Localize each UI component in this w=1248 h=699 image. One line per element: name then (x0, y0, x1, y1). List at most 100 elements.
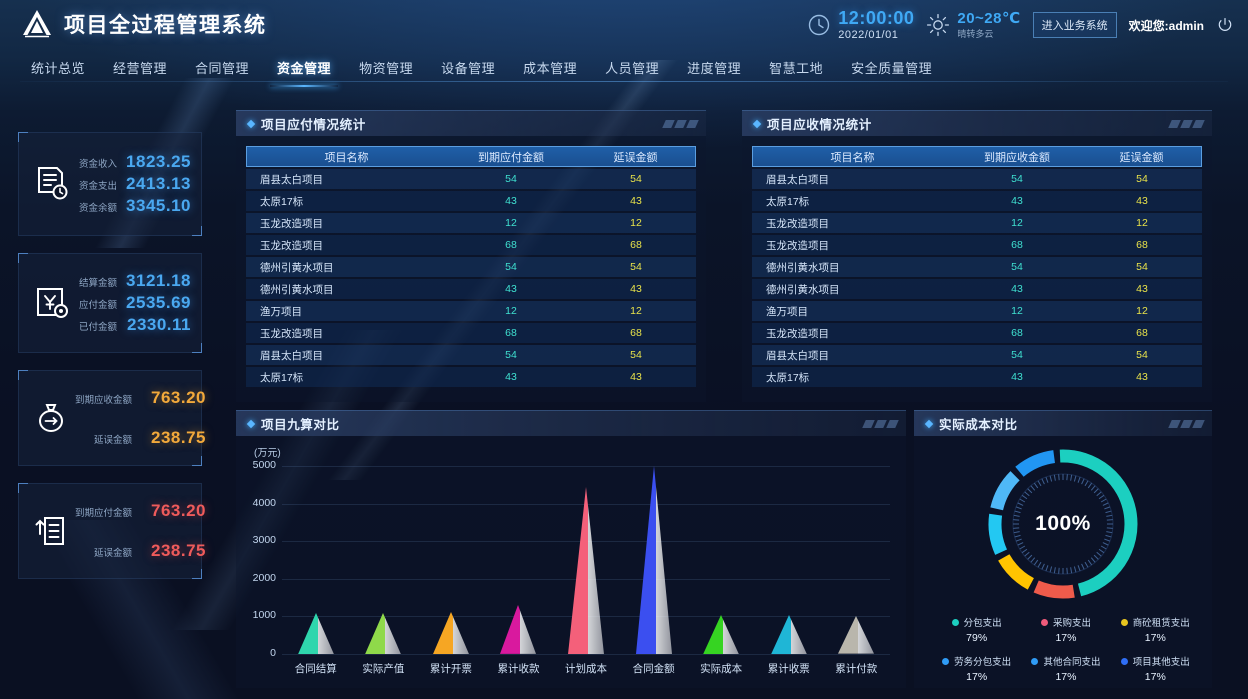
kpi-value: 763.20 (151, 501, 207, 520)
panel-title: 项目九算对比 (261, 418, 340, 432)
nav-item-jinduguanli[interactable]: 进度管理 (687, 60, 742, 76)
legend-item[interactable]: 劳务分包支出 17% (932, 654, 1021, 683)
legend-item[interactable]: 分包支出 79% (932, 615, 1021, 644)
cell-project-name: 玉龙改造项目 (246, 213, 446, 233)
donut-tick (1037, 479, 1042, 486)
bar-column[interactable] (417, 466, 485, 654)
table-row[interactable]: 德州引黄水项目 43 43 (752, 279, 1202, 299)
col-due-amount[interactable]: 到期应收金额 (952, 146, 1082, 167)
donut-segment[interactable] (990, 470, 1020, 511)
table-row[interactable]: 玉龙改造项目 68 68 (246, 235, 696, 255)
bar-column[interactable] (755, 466, 823, 654)
money-bag-icon (39, 404, 63, 432)
cell-late-amount: 12 (1082, 301, 1202, 321)
bar-column[interactable] (620, 466, 688, 654)
bar-chart[interactable]: (万元) 0 1000 2000 3000 4000 5000 合同结算 实际产值 累计开票 累… (236, 436, 906, 688)
nav-item-shebeiguanli[interactable]: 设备管理 (441, 60, 496, 76)
donut-chart[interactable]: 100% (914, 436, 1212, 611)
x-axis-label: 累计收票 (767, 663, 810, 675)
table-row[interactable]: 玉龙改造项目 12 12 (246, 213, 696, 233)
power-icon[interactable] (1216, 16, 1234, 34)
col-late-amount[interactable]: 延误金额 (576, 146, 696, 167)
nav-item-anquanzhiliang[interactable]: 安全质量管理 (851, 60, 933, 76)
table-row[interactable]: 德州引黄水项目 54 54 (246, 257, 696, 277)
col-due-amount[interactable]: 到期应付金额 (446, 146, 576, 167)
donut-tick (1073, 475, 1077, 482)
corner-stripes-decoration (1168, 420, 1205, 428)
nav-item-renyuanguanli[interactable]: 人员管理 (605, 60, 660, 76)
yuan-settings-icon (37, 288, 68, 318)
table-row[interactable]: 眉县太白项目 54 54 (752, 169, 1202, 189)
nav-item-jingyingguanli[interactable]: 经营管理 (113, 60, 168, 76)
col-late-amount[interactable]: 延误金额 (1082, 146, 1202, 167)
donut-segment[interactable] (1059, 449, 1138, 596)
cell-due-amount: 54 (446, 257, 576, 277)
col-project-name[interactable]: 项目名称 (752, 146, 952, 167)
table-row[interactable]: 渔万项目 12 12 (246, 301, 696, 321)
weather-description: 晴转多云 (957, 28, 994, 39)
cell-late-amount: 12 (1082, 213, 1202, 233)
receivable-table-body: 眉县太白项目 54 54 太原17标 43 43 玉龙改造项目 12 12 玉龙改造项目 68 68 德… (752, 169, 1202, 387)
nav-item-zijinguanli[interactable]: 资金管理 (264, 54, 344, 87)
kpi-label: 资金支出 (78, 181, 117, 192)
bar-column[interactable] (823, 466, 891, 654)
payable-table: 项目名称 到期应付金额 延误金额 眉县太白项目 54 54 太原17标 43 43 玉龙改造… (236, 136, 706, 389)
legend-item[interactable]: 项目其他支出 17% (1111, 654, 1200, 683)
enter-business-system-button[interactable]: 进入业务系统 (1032, 12, 1117, 39)
kpi-card-settlement[interactable]: 结算金额 3121.18 应付金额 2535.69 已付金额 2330.11 (18, 253, 202, 353)
legend-item[interactable]: 采购支出 17% (1021, 615, 1110, 644)
table-row[interactable]: 渔万项目 12 12 (752, 301, 1202, 321)
nav-item-chengbenguanli[interactable]: 成本管理 (523, 60, 578, 76)
table-row[interactable]: 太原17标 43 43 (752, 367, 1202, 387)
y-axis-tick: 2000 (252, 571, 276, 584)
col-project-name[interactable]: 项目名称 (246, 146, 446, 167)
donut-segment[interactable] (988, 513, 1008, 555)
table-row[interactable]: 太原17标 43 43 (752, 191, 1202, 211)
legend-color-dot (1040, 618, 1048, 626)
donut-tick (1021, 494, 1028, 499)
bar-column[interactable] (687, 466, 755, 654)
kpi-card-payable[interactable]: 到期应付金额 763.20 延误金额 238.75 (18, 483, 206, 579)
legend-item[interactable]: 其他合同支出 17% (1021, 654, 1110, 683)
table-row[interactable]: 德州引黄水项目 43 43 (246, 279, 696, 299)
legend-item[interactable]: 商砼租赁支出 17% (1111, 615, 1200, 644)
donut-segment[interactable] (1015, 449, 1056, 477)
panel-header: 项目应收情况统计 (742, 110, 1212, 136)
legend-percent: 17% (1144, 671, 1166, 683)
donut-segment[interactable] (998, 553, 1035, 590)
table-row[interactable]: 玉龙改造项目 68 68 (246, 323, 696, 343)
table-row[interactable]: 眉县太白项目 54 54 (752, 345, 1202, 365)
cell-late-amount: 68 (576, 235, 696, 255)
x-axis-label: 累计付款 (835, 663, 878, 675)
bar-triangle (770, 614, 807, 654)
nav-item-zhihuigongdi[interactable]: 智慧工地 (769, 60, 824, 76)
cell-project-name: 眉县太白项目 (246, 169, 446, 189)
bar-column[interactable] (350, 466, 418, 654)
table-row[interactable]: 玉龙改造项目 12 12 (752, 213, 1202, 233)
nav-item-wuziguanli[interactable]: 物资管理 (359, 60, 414, 76)
bar-column[interactable] (552, 466, 620, 654)
bar-column[interactable] (282, 466, 350, 654)
table-row[interactable]: 玉龙改造项目 68 68 (752, 323, 1202, 343)
datetime-text: 12:00:00 2022/01/01 (838, 9, 914, 41)
donut-tick (1014, 534, 1021, 537)
table-row[interactable]: 德州引黄水项目 54 54 (752, 257, 1202, 277)
nav-item-hetongguanli[interactable]: 合同管理 (195, 60, 250, 76)
nav-item-tongjizonglan[interactable]: 统计总览 (31, 60, 86, 76)
kpi-card-funds[interactable]: 资金收入 1823.25 资金支出 2413.13 资金余额 3345.10 (18, 132, 202, 236)
kpi-card-receivable[interactable]: 到期应收金额 763.20 延误金额 238.75 (18, 370, 206, 466)
donut-tick-marks (1013, 473, 1113, 574)
x-axis-label: 合同金额 (632, 663, 675, 675)
donut-tick (1030, 556, 1036, 563)
table-row[interactable]: 太原17标 43 43 (246, 367, 696, 387)
kpi-row: 资金支出 2413.13 (75, 174, 191, 194)
legend-color-dot (1120, 618, 1128, 626)
cell-due-amount: 68 (952, 323, 1082, 343)
table-row[interactable]: 玉龙改造项目 68 68 (752, 235, 1202, 255)
bar-column[interactable] (485, 466, 553, 654)
table-row[interactable]: 眉县太白项目 54 54 (246, 169, 696, 189)
donut-segment[interactable] (1033, 579, 1075, 598)
table-row[interactable]: 眉县太白项目 54 54 (246, 345, 696, 365)
table-row[interactable]: 太原17标 43 43 (246, 191, 696, 211)
kpi-value: 238.75 (151, 428, 207, 447)
